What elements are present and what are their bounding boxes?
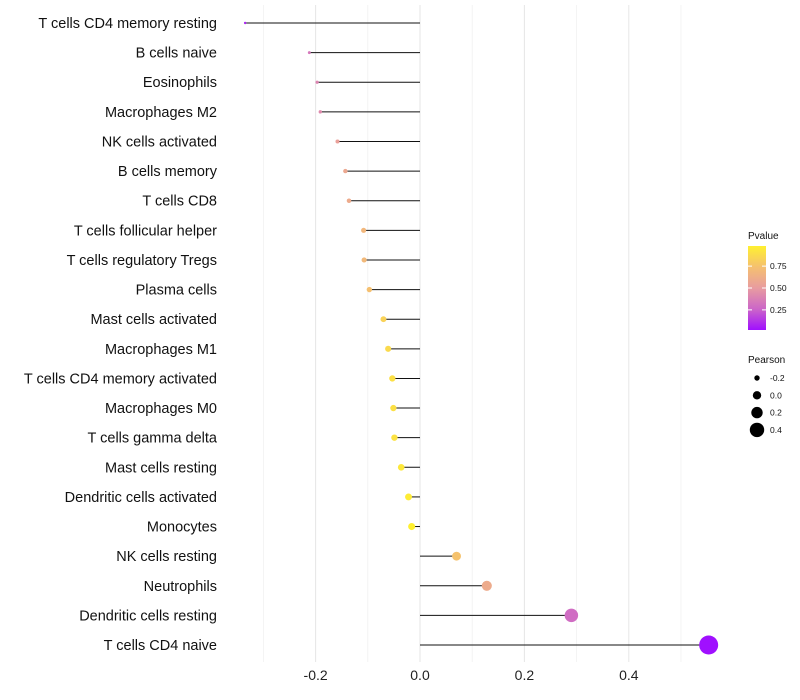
size-key-dot xyxy=(754,375,760,381)
category-label: T cells CD4 memory activated xyxy=(24,371,217,387)
data-point xyxy=(361,227,367,233)
grid-lines xyxy=(262,5,682,662)
pvalue-colorbar xyxy=(748,246,766,330)
category-label: Plasma cells xyxy=(136,283,217,299)
category-label: T cells CD4 naive xyxy=(104,638,217,654)
x-tick-label: 0.4 xyxy=(619,667,639,683)
size-key-label: 0.2 xyxy=(770,408,782,418)
data-point xyxy=(452,551,461,561)
data-point xyxy=(343,168,348,174)
data-point xyxy=(699,635,719,655)
category-label: B cells memory xyxy=(118,164,218,180)
data-point xyxy=(346,198,352,203)
category-label: T cells follicular helper xyxy=(74,223,217,239)
data-point xyxy=(243,21,247,25)
x-tick-label: -0.2 xyxy=(304,667,328,683)
category-labels: T cells CD4 memory resting B cells naive E… xyxy=(24,16,218,654)
size-key-dot xyxy=(749,422,765,438)
lollipop-stems xyxy=(245,22,709,646)
data-point xyxy=(361,257,367,263)
category-label: B cells naive xyxy=(136,46,217,62)
category-label: T cells CD4 memory resting xyxy=(38,16,217,32)
colorbar-tick-label: 0.75 xyxy=(770,261,787,271)
data-point xyxy=(397,463,405,471)
data-point xyxy=(366,286,373,293)
category-label: Mast cells activated xyxy=(90,312,217,328)
category-label: T cells CD8 xyxy=(142,194,217,210)
data-point xyxy=(335,139,340,144)
x-tick-label: 0.2 xyxy=(515,667,535,683)
category-label: Dendritic cells resting xyxy=(79,608,217,624)
category-label: Monocytes xyxy=(147,520,217,536)
data-point xyxy=(405,493,412,501)
data-point xyxy=(408,523,416,531)
lollipop-points xyxy=(243,21,719,655)
data-point xyxy=(315,80,319,84)
category-label: Macrophages M1 xyxy=(105,342,217,358)
data-point xyxy=(385,345,392,352)
data-point xyxy=(380,316,387,323)
category-label: Macrophages M0 xyxy=(105,401,217,417)
category-label: T cells gamma delta xyxy=(88,431,218,447)
size-key-label: -0.2 xyxy=(770,373,785,383)
data-point xyxy=(564,608,579,623)
x-tick-label: 0.0 xyxy=(410,667,430,683)
data-point xyxy=(390,404,397,412)
pearson-legend-title: Pearson xyxy=(748,355,785,366)
colorbar-tick-label: 0.50 xyxy=(770,283,787,293)
category-label: Mast cells resting xyxy=(105,460,217,476)
data-point xyxy=(481,580,492,591)
size-key-label: 0.4 xyxy=(770,425,782,435)
x-axis-ticks: -0.2 0.0 0.2 0.4 xyxy=(304,667,639,683)
pvalue-legend: Pvalue 0.25 0.50 0.75 xyxy=(748,231,787,330)
data-point xyxy=(389,375,396,382)
category-label: Macrophages M2 xyxy=(105,105,217,121)
data-point xyxy=(318,110,322,114)
category-label: Neutrophils xyxy=(144,579,217,595)
category-label: NK cells resting xyxy=(116,549,217,565)
size-key-label: 0.0 xyxy=(770,390,782,400)
data-point xyxy=(391,434,398,441)
pearson-legend: Pearson -0.2 0.0 0.2 0.4 xyxy=(748,355,785,438)
category-label: T cells regulatory Tregs xyxy=(67,253,217,269)
category-label: Eosinophils xyxy=(143,75,217,91)
category-label: Dendritic cells activated xyxy=(65,490,217,506)
data-point xyxy=(307,51,311,55)
size-key-dot xyxy=(752,391,762,400)
category-label: NK cells activated xyxy=(102,134,217,150)
colorbar-tick-label: 0.25 xyxy=(770,305,787,315)
pvalue-legend-title: Pvalue xyxy=(748,231,779,242)
size-key-dot xyxy=(751,406,763,419)
